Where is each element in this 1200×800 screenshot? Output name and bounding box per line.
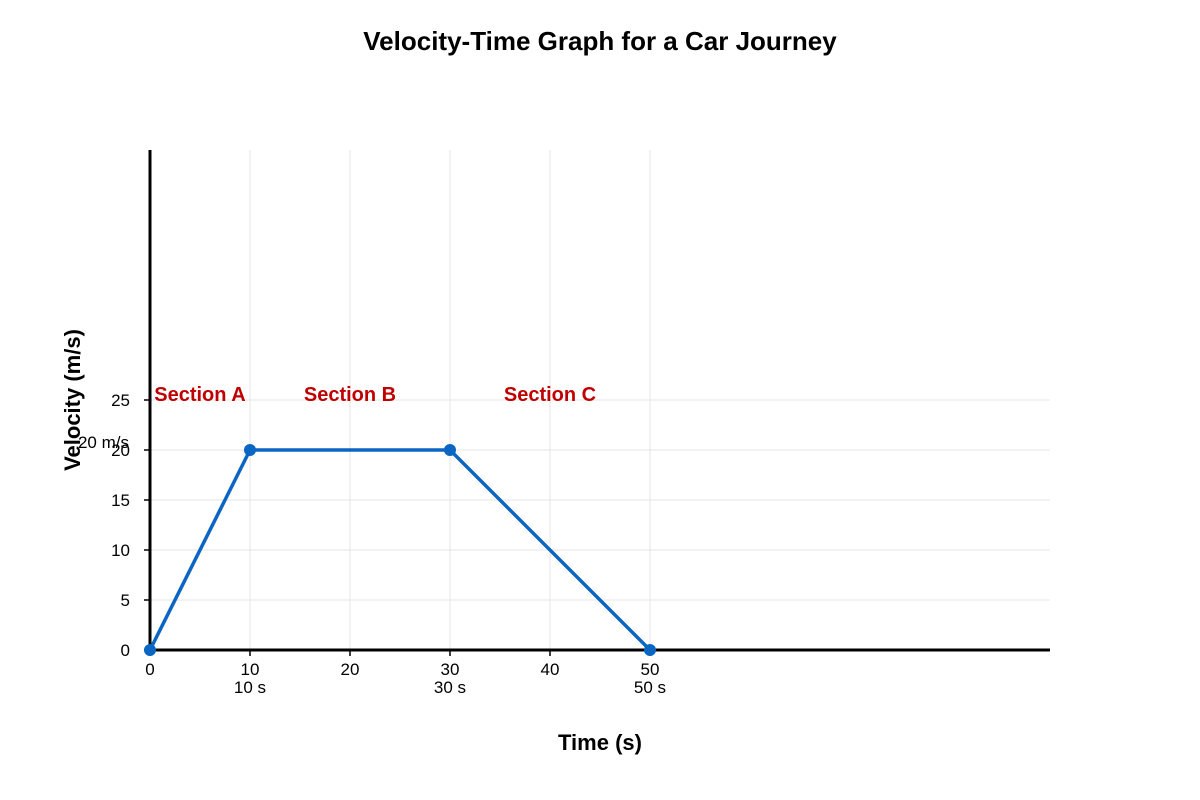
annotation-label: 10 s	[234, 678, 266, 697]
data-point	[144, 644, 156, 656]
y-tick-label: 10	[111, 541, 130, 560]
y-axis-title: Velocity (m/s)	[60, 329, 85, 471]
x-axis-title: Time (s)	[558, 730, 642, 755]
section-label: Section A	[154, 384, 246, 406]
annotation-label: 50 s	[634, 678, 666, 697]
data-series	[144, 444, 656, 656]
data-point	[444, 444, 456, 456]
section-label: Section C	[504, 384, 596, 406]
data-point	[644, 644, 656, 656]
y-tick-label: 0	[121, 641, 130, 660]
x-tick-label: 30	[441, 660, 460, 679]
x-tick-label: 20	[341, 660, 360, 679]
section-label: Section B	[304, 384, 396, 406]
chart-title: Velocity-Time Graph for a Car Journey	[363, 26, 837, 56]
annotations: Section A Section B Section C 20 m/s 10 s 30 …	[78, 384, 666, 697]
x-tick-label: 10	[241, 660, 260, 679]
axes	[148, 150, 1050, 652]
y-tick-label: 20	[111, 441, 130, 460]
x-tick-label: 0	[145, 660, 154, 679]
series-line	[148, 448, 652, 652]
axis-ticks: 0 10 20 30 40 50 0 5 10 15 20 25	[111, 391, 659, 679]
data-point	[244, 444, 256, 456]
annotation-label: 20 m/s	[78, 433, 129, 452]
y-tick-label: 25	[111, 391, 130, 410]
x-tick-label: 50	[641, 660, 660, 679]
grid-lines	[150, 150, 1050, 650]
y-tick-label: 15	[111, 491, 130, 510]
annotation-label: 30 s	[434, 678, 466, 697]
x-tick-label: 40	[541, 660, 560, 679]
y-tick-label: 5	[121, 591, 130, 610]
